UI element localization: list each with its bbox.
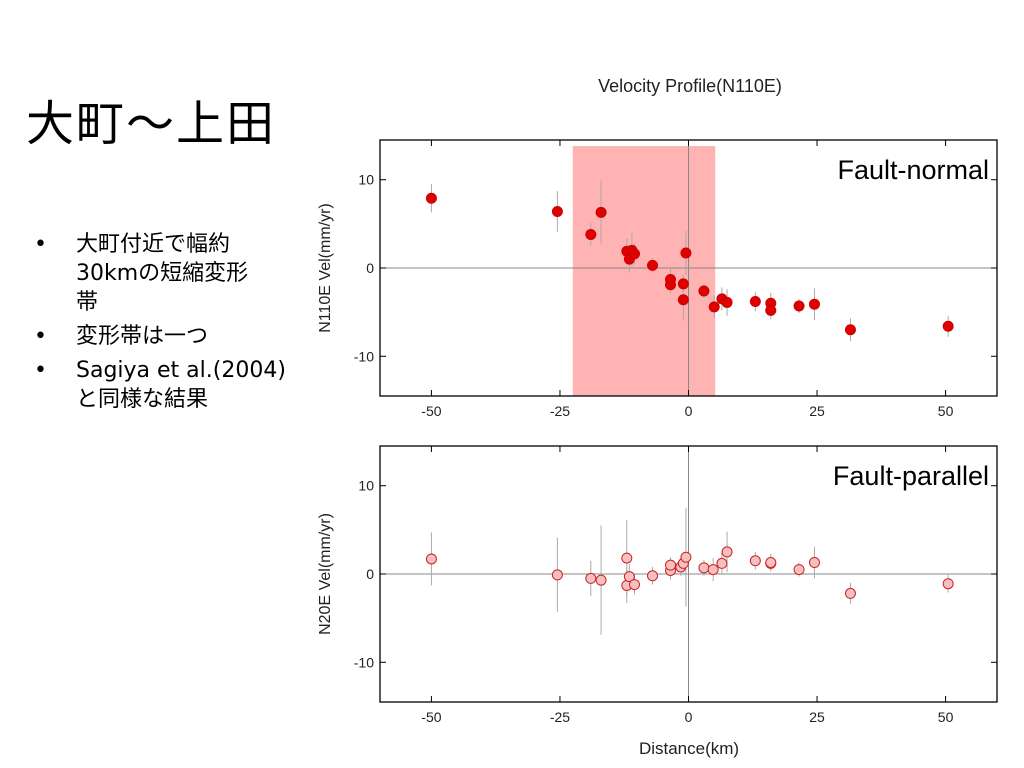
deformation-zone-band: [572, 146, 716, 396]
x-tick-label: -50: [421, 709, 441, 725]
panel-fault-parallel: -50 -25 0 25 50 10 0 -10 N20E Vel(mm/yr) Fault-pa…: [317, 445, 998, 725]
data-point: [698, 285, 710, 297]
bullet-marker: •: [34, 358, 47, 383]
data-point: [595, 206, 607, 218]
data-point: [942, 578, 954, 590]
data-point: [647, 259, 659, 271]
data-point: [551, 206, 563, 218]
data-point: [585, 228, 597, 240]
data-point: [425, 192, 437, 204]
y-axis-label: N110E Vel(mm/yr): [317, 203, 334, 333]
x-tick-label: 0: [685, 403, 693, 419]
panel-fault-normal: -50 -25 0 25 50 10 0 -10 N110E Vel(mm/yr) Fault-n…: [317, 139, 998, 419]
data-point: [425, 553, 437, 565]
x-tick-label: -25: [550, 403, 570, 419]
data-point: [749, 296, 761, 308]
velocity-profile-chart: Velocity Profile(N110E) Distance(km) -50…: [317, 76, 998, 758]
data-point: [680, 551, 692, 563]
x-tick-label: -25: [550, 709, 570, 725]
data-point: [629, 248, 641, 260]
y-tick-label: -10: [354, 654, 374, 670]
y-tick-label: 10: [358, 478, 374, 494]
data-point: [623, 571, 635, 583]
data-point: [765, 557, 777, 569]
data-point: [793, 300, 805, 312]
data-point: [716, 557, 728, 569]
panel-label: Fault-normal: [837, 155, 989, 185]
data-point: [677, 294, 689, 306]
data-point: [629, 579, 641, 591]
data-point: [942, 320, 954, 332]
x-axis-label: Distance(km): [639, 739, 739, 758]
y-tick-label: 10: [358, 172, 374, 188]
x-tick-label: 50: [938, 709, 954, 725]
data-point: [647, 570, 659, 582]
data-point: [808, 298, 820, 310]
x-tick-label: 50: [938, 403, 954, 419]
data-point: [585, 572, 597, 584]
data-point: [595, 574, 607, 586]
y-axis-label: N20E Vel(mm/yr): [317, 513, 334, 635]
data-point: [698, 562, 710, 574]
bullet-item: • 変形帯は一つ: [34, 322, 324, 351]
bullet-text: 大町付近で幅約 30kmの短縮変形 帯: [76, 232, 249, 315]
panel-label: Fault-parallel: [833, 461, 989, 491]
y-tick-label: 0: [366, 566, 374, 582]
data-point: [721, 546, 733, 558]
chart-title: Velocity Profile(N110E): [598, 76, 782, 96]
data-point: [677, 278, 689, 290]
data-point: [749, 555, 761, 567]
data-point: [721, 296, 733, 308]
bullet-text: 変形帯は一つ: [76, 324, 209, 349]
x-tick-label: -50: [421, 403, 441, 419]
bullet-text: Sagiya et al.(2004) と同様な結果: [76, 358, 286, 412]
data-point: [844, 587, 856, 599]
data-point: [665, 279, 677, 291]
x-tick-label: 25: [809, 403, 825, 419]
bullet-marker: •: [34, 232, 47, 257]
bullet-item: • Sagiya et al.(2004) と同様な結果: [34, 356, 324, 414]
data-point: [708, 301, 720, 313]
x-tick-label: 25: [809, 709, 825, 725]
y-tick-label: 0: [366, 260, 374, 276]
x-tick-label: 0: [685, 709, 693, 725]
data-point: [793, 564, 805, 576]
data-point: [808, 557, 820, 569]
bullet-list: • 大町付近で幅約 30kmの短縮変形 帯 • 変形帯は一つ • Sagiya …: [34, 230, 324, 419]
data-point: [665, 559, 677, 571]
data-point: [707, 564, 719, 576]
data-point: [621, 552, 633, 564]
data-point: [765, 304, 777, 316]
data-point: [551, 569, 563, 581]
data-point: [680, 247, 692, 259]
slide-title: 大町〜上田: [26, 96, 277, 152]
data-point: [844, 324, 856, 336]
y-tick-label: -10: [354, 348, 374, 364]
bullet-marker: •: [34, 324, 47, 349]
bullet-item: • 大町付近で幅約 30kmの短縮変形 帯: [34, 230, 324, 317]
